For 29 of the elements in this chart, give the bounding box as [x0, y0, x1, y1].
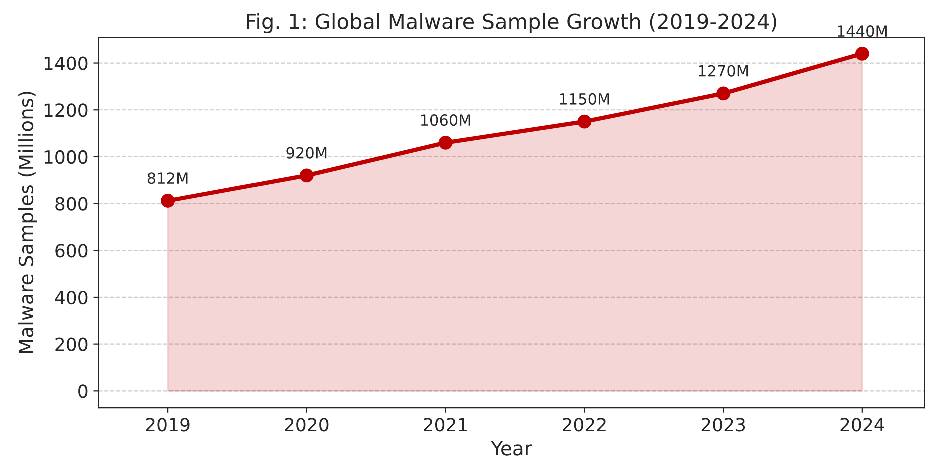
- data-label: 1440M: [838, 26, 887, 38]
- x-tick-label: 2023: [702, 418, 746, 432]
- data-label: 1060M: [421, 114, 470, 126]
- point: [855, 46, 870, 61]
- y-tick-label: 1200: [44, 104, 88, 118]
- data-label: 920M: [286, 147, 327, 159]
- y-tick-label: 1000: [44, 150, 88, 164]
- y-axis-title: Malware Samples (Millions): [18, 92, 38, 354]
- x-tick-label: 2022: [563, 418, 606, 432]
- x-tick-label: 2024: [840, 418, 884, 432]
- y-tick-label: 600: [56, 244, 88, 258]
- data-label: 1150M: [560, 93, 610, 105]
- y-tick-label: 800: [56, 197, 88, 211]
- point: [300, 168, 314, 183]
- data-label: 1270M: [699, 65, 748, 77]
- x-tick-label: 2021: [424, 418, 468, 432]
- point: [438, 136, 453, 150]
- y-tick-label: 200: [56, 338, 88, 352]
- point: [161, 194, 175, 208]
- data-label: 812M: [148, 172, 188, 184]
- y-tick-label: 0: [78, 384, 88, 398]
- chart-title: Fig. 1: Global Malware Sample Growth (2019-2024): [247, 13, 777, 34]
- x-tick-label: 2019: [146, 418, 190, 432]
- point: [578, 114, 592, 129]
- y-tick-label: 400: [55, 290, 88, 305]
- x-tick-label: 2020: [285, 418, 329, 432]
- point: [716, 86, 730, 101]
- y-tick-label: 1400: [44, 56, 88, 70]
- x-axis-title: Year: [491, 441, 532, 456]
